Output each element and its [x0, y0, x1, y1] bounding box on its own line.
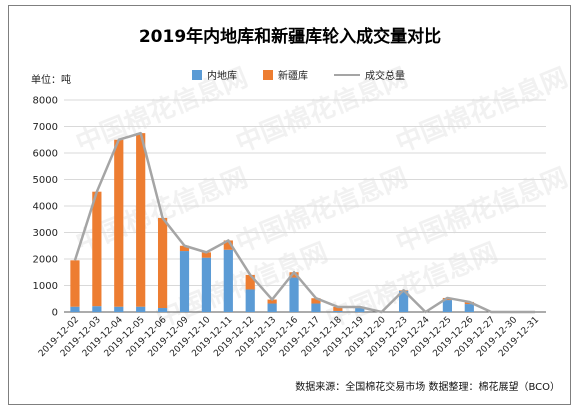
bar-xinjiang — [136, 133, 146, 307]
legend-label-total: 成交总量 — [365, 71, 405, 82]
bar-inland — [179, 251, 190, 312]
bar-xinjiang — [114, 139, 124, 307]
y-tick-label: 6000 — [33, 149, 58, 160]
y-tick-label: 5000 — [33, 175, 58, 186]
bar-inland — [136, 306, 146, 312]
bar-xinjiang — [92, 191, 102, 307]
legend-label-inland: 内地库 — [207, 71, 237, 82]
y-tick-label: 8000 — [33, 96, 58, 107]
y-tick-label: 1000 — [33, 281, 58, 292]
bar-inland — [311, 303, 321, 312]
bar-inland — [92, 306, 102, 312]
chart-frame — [8, 5, 571, 405]
chart-title: 2019年内地库和新疆库轮入成交量对比 — [138, 27, 442, 47]
y-tick-label: 4000 — [33, 202, 58, 213]
bar-xinjiang — [333, 306, 343, 311]
bar-inland — [464, 304, 474, 312]
bar-xinjiang — [201, 252, 212, 258]
bar-xinjiang — [223, 240, 233, 250]
bar-inland — [245, 289, 255, 312]
bar-inland — [333, 310, 343, 312]
bar-inland — [398, 290, 409, 312]
bar-xinjiang — [179, 245, 190, 252]
chart-legend: 内地库 新疆库 成交总量 — [192, 67, 405, 82]
bar-xinjiang — [311, 298, 321, 304]
bar-xinjiang — [289, 272, 299, 278]
bar-inland — [114, 306, 124, 312]
legend-label-xinjiang: 新疆库 — [278, 71, 308, 82]
bar-inland — [267, 303, 277, 312]
bar-xinjiang — [70, 260, 80, 307]
bar-inland — [70, 306, 80, 312]
legend-swatch-xinjiang — [263, 69, 273, 80]
bar-xinjiang — [267, 299, 277, 304]
y-axis-unit-label: 单位：吨 — [31, 75, 71, 86]
total-line — [73, 131, 536, 314]
legend-item-xinjiang: 新疆库 — [263, 67, 308, 82]
bar-inland — [355, 308, 365, 312]
y-tick-label: 3000 — [33, 228, 58, 239]
bar-inland — [442, 300, 453, 312]
y-tick-label: 0 — [52, 308, 58, 319]
y-tick-label: 2000 — [33, 255, 58, 266]
bar-inland — [289, 277, 299, 312]
bar-inland — [201, 257, 212, 312]
legend-item-total: 成交总量 — [334, 67, 405, 82]
legend-swatch-inland — [192, 69, 202, 80]
legend-swatch-total — [334, 73, 360, 76]
bar-xinjiang — [245, 274, 255, 290]
legend-item-inland: 内地库 — [192, 67, 237, 82]
source-note: 数据来源：全国棉花交易市场 数据整理：棉花展望（BCO） — [295, 382, 560, 393]
bar-inland — [223, 249, 233, 312]
bar-inland — [157, 308, 168, 312]
bar-xinjiang — [157, 217, 168, 309]
y-tick-label: 7000 — [33, 122, 58, 133]
